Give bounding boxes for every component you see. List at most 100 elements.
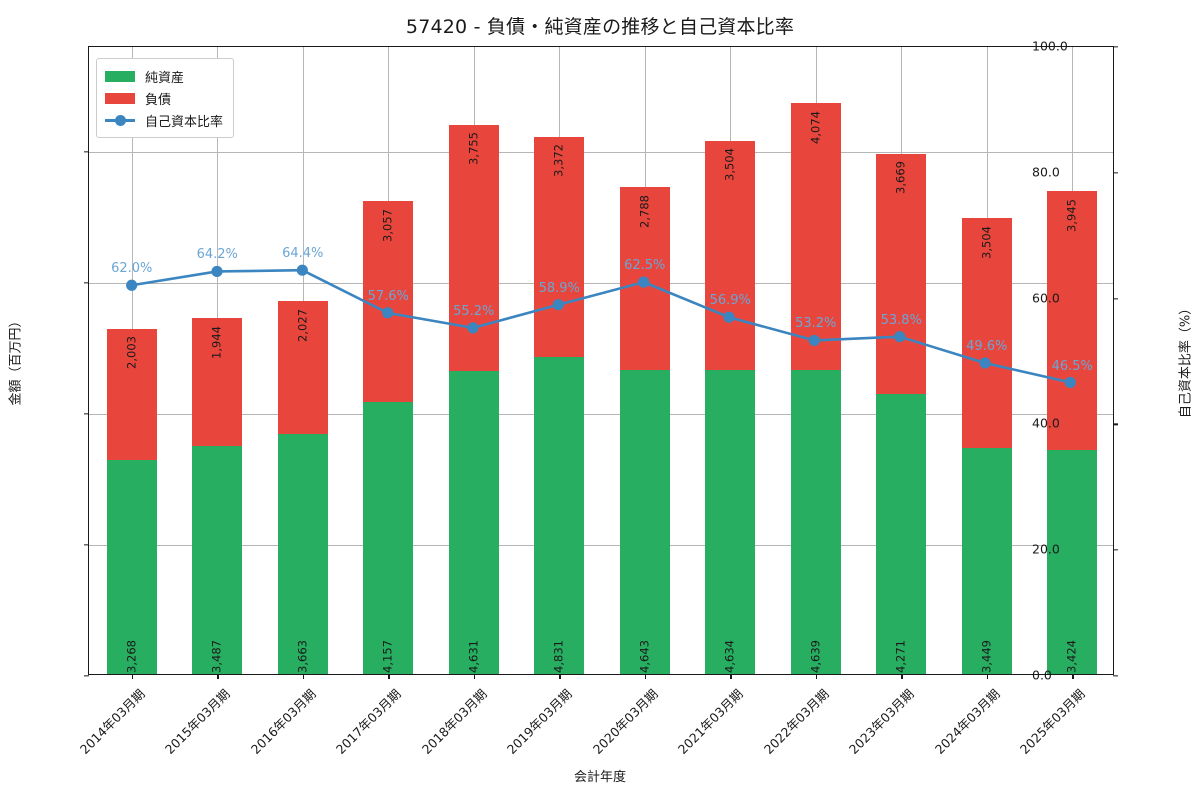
bar-group[interactable]: 4,831 3,372 bbox=[534, 47, 585, 674]
bar-segment-liabilities[interactable]: 3,504 bbox=[705, 140, 756, 371]
x-axis-tick-label: 2020年03月期 bbox=[589, 686, 661, 757]
gridline-horizontal bbox=[89, 282, 1113, 284]
chart-legend: 純資産 負債 自己資本比率 bbox=[96, 58, 235, 138]
ratio-data-point[interactable] bbox=[211, 265, 223, 278]
bar-segment-net-assets[interactable]: 4,831 bbox=[534, 357, 585, 674]
bar-segment-liabilities[interactable]: 3,669 bbox=[876, 153, 927, 395]
x-axis-tick-label: 2022年03月期 bbox=[760, 686, 832, 757]
y-axis-right-tick-label: 40.0 bbox=[1032, 415, 1060, 431]
legend-label-net-assets: 純資産 bbox=[145, 70, 185, 86]
ratio-value-label: 55.2% bbox=[453, 303, 495, 319]
x-axis-tick-mark bbox=[388, 674, 390, 679]
ratio-value-label: 49.6% bbox=[966, 339, 1008, 355]
x-axis-tick-mark bbox=[131, 674, 134, 679]
bar-segment-liabilities[interactable]: 3,504 bbox=[961, 218, 1012, 449]
bar-group[interactable]: 4,271 3,669 bbox=[876, 47, 927, 674]
ratio-data-point[interactable] bbox=[296, 264, 308, 276]
bar-segment-net-assets[interactable]: 4,631 bbox=[448, 370, 499, 674]
ratio-value-label: 62.5% bbox=[624, 257, 666, 273]
y-axis-left-tick-mark bbox=[84, 151, 89, 153]
legend-item-liabilities[interactable]: 負債 bbox=[105, 87, 223, 109]
ratio-data-point[interactable] bbox=[894, 331, 906, 343]
x-axis-tick-label: 2023年03月期 bbox=[846, 686, 917, 757]
ratio-line-series bbox=[126, 264, 1076, 389]
bar-segment-net-assets[interactable]: 4,639 bbox=[790, 370, 841, 674]
x-axis-tick-label: 2025年03月期 bbox=[1017, 686, 1088, 757]
bar-segment-net-assets[interactable]: 3,268 bbox=[106, 459, 157, 674]
bar-segment-liabilities[interactable]: 2,003 bbox=[106, 328, 157, 460]
x-axis-tick-label: 2021年03月期 bbox=[675, 686, 746, 757]
x-axis-tick-mark bbox=[901, 674, 903, 679]
bar-group[interactable]: 4,639 4,074 bbox=[790, 47, 841, 674]
y-axis-right-label: 自己資本比率（%） bbox=[1178, 301, 1194, 419]
y-axis-left-tick-mark bbox=[84, 544, 89, 546]
y-axis-left-tick-mark bbox=[84, 413, 89, 415]
ratio-data-point[interactable] bbox=[126, 279, 138, 291]
bar-segment-net-assets[interactable]: 3,663 bbox=[277, 434, 328, 674]
bar-group[interactable]: 3,449 3,504 bbox=[961, 47, 1012, 674]
legend-label-equity-ratio: 自己資本比率 bbox=[145, 114, 224, 130]
bar-segment-net-assets[interactable]: 3,449 bbox=[961, 448, 1012, 674]
x-axis-tick-mark bbox=[559, 674, 561, 679]
bar-segment-liabilities[interactable]: 4,074 bbox=[790, 103, 841, 371]
ratio-value-label: 46.5% bbox=[1051, 358, 1093, 374]
x-axis-tick-mark bbox=[986, 674, 989, 679]
gridline-horizontal bbox=[89, 544, 1113, 546]
ratio-data-point[interactable] bbox=[467, 322, 479, 334]
ratio-data-point[interactable] bbox=[638, 276, 650, 288]
bar-segment-liabilities[interactable]: 1,944 bbox=[192, 318, 243, 446]
bar-group[interactable]: 4,634 3,504 bbox=[705, 47, 756, 674]
x-axis-tick-label: 2015年03月期 bbox=[162, 686, 233, 757]
bar-segment-liabilities[interactable]: 3,945 bbox=[1047, 191, 1098, 450]
ratio-data-point[interactable] bbox=[723, 311, 735, 323]
x-axis-tick-label: 2024年03月期 bbox=[931, 686, 1003, 757]
x-axis-tick-label: 2019年03月期 bbox=[504, 686, 575, 757]
bar-segment-net-assets[interactable]: 4,643 bbox=[619, 369, 670, 674]
y-axis-left-tick-mark bbox=[84, 675, 89, 677]
ratio-data-point[interactable] bbox=[1064, 376, 1076, 389]
ratio-value-label: 56.9% bbox=[709, 293, 751, 309]
x-axis-tick-label: 2016年03月期 bbox=[247, 686, 319, 757]
bar-group[interactable]: 3,424 3,945 bbox=[1047, 47, 1098, 674]
bar-group[interactable]: 3,487 1,944 bbox=[192, 47, 243, 674]
legend-item-net-assets[interactable]: 純資産 bbox=[105, 65, 223, 87]
bar-segment-net-assets[interactable]: 4,271 bbox=[876, 394, 927, 674]
x-axis-tick-mark bbox=[473, 674, 476, 679]
y-axis-right-tick-mark bbox=[1113, 297, 1118, 300]
bar-segment-net-assets[interactable]: 4,634 bbox=[705, 370, 756, 674]
bar-segment-net-assets[interactable]: 4,157 bbox=[363, 401, 414, 674]
y-axis-right-tick-label: 60.0 bbox=[1032, 290, 1060, 306]
y-axis-right-tick-mark bbox=[1113, 423, 1118, 426]
bar-segment-net-assets[interactable]: 3,487 bbox=[192, 445, 243, 674]
x-axis-tick-label: 2018年03月期 bbox=[418, 686, 490, 757]
y-axis-right-tick-mark bbox=[1113, 46, 1118, 48]
legend-line-marker-icon bbox=[105, 113, 135, 127]
x-axis-tick-mark bbox=[1072, 674, 1074, 679]
bar-segment-liabilities[interactable]: 2,027 bbox=[277, 301, 328, 434]
y-axis-right-tick-mark bbox=[1113, 172, 1118, 174]
y-axis-right-tick-label: 80.0 bbox=[1032, 164, 1060, 180]
y-axis-right-tick-mark bbox=[1113, 549, 1118, 551]
x-axis-tick-mark bbox=[644, 674, 647, 679]
bar-group[interactable]: 4,631 3,755 bbox=[448, 47, 499, 674]
ratio-data-point[interactable] bbox=[382, 307, 394, 319]
bar-segment-liabilities[interactable]: 3,372 bbox=[534, 136, 585, 358]
ratio-data-point[interactable] bbox=[808, 334, 820, 347]
legend-item-equity-ratio[interactable]: 自己資本比率 bbox=[105, 109, 223, 131]
ratio-data-point[interactable] bbox=[552, 299, 564, 311]
gridline-horizontal bbox=[89, 151, 1113, 153]
bar-segment-liabilities[interactable]: 3,057 bbox=[363, 201, 414, 402]
ratio-data-point[interactable] bbox=[979, 357, 991, 369]
x-axis-tick-mark bbox=[217, 674, 219, 679]
y-axis-right-tick-label: 100.0 bbox=[1032, 38, 1068, 54]
ratio-value-label: 58.9% bbox=[538, 280, 580, 296]
y-axis-right-tick-label: 0.0 bbox=[1032, 667, 1052, 683]
bar-group[interactable]: 4,157 3,057 bbox=[363, 47, 414, 674]
x-axis-tick-mark bbox=[730, 674, 732, 679]
bar-group[interactable]: 3,663 2,027 bbox=[277, 47, 328, 674]
ratio-value-label: 53.8% bbox=[880, 312, 922, 328]
y-axis-right-tick-label: 20.0 bbox=[1032, 541, 1060, 557]
bar-segment-net-assets[interactable]: 3,424 bbox=[1047, 449, 1098, 674]
ratio-value-label: 53.2% bbox=[795, 316, 837, 332]
bar-group[interactable]: 3,268 2,003 bbox=[106, 47, 157, 674]
